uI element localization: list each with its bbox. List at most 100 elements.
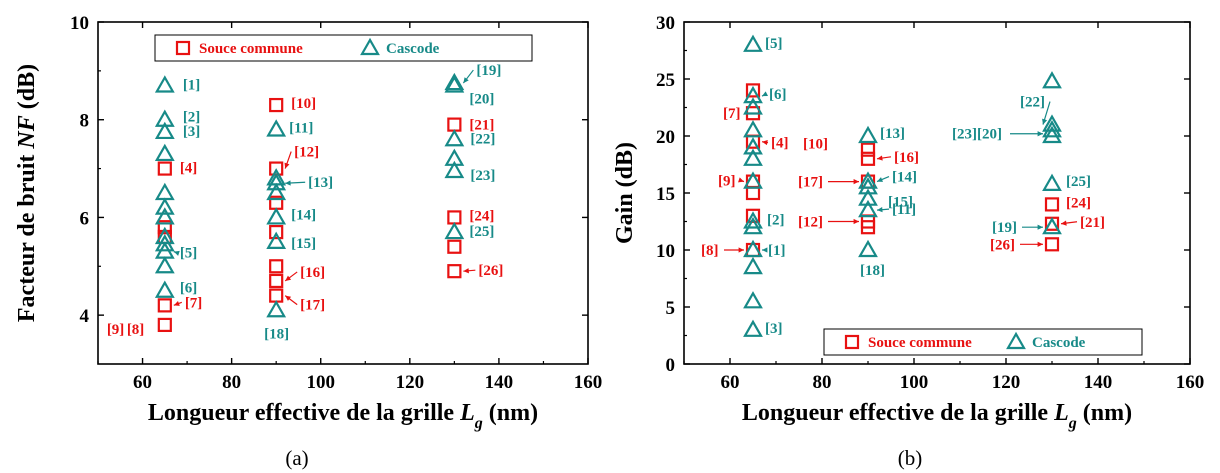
data-point-souce-commune [1044, 197, 1060, 212]
annotation-label: [5] [180, 246, 198, 262]
data-point-souce-commune [269, 259, 284, 274]
annotation-arrowhead [738, 247, 744, 253]
data-point-cascode [266, 300, 287, 318]
annotation-label: [25] [1066, 174, 1091, 190]
data-point-souce-commune [269, 288, 284, 303]
data-point-cascode [858, 171, 878, 189]
annotation-label: [8] [127, 322, 144, 338]
data-point-cascode [743, 239, 763, 258]
x-tick-label: 80 [813, 372, 832, 393]
y-tick-label: 10 [656, 241, 675, 262]
x-axis-label-end: (nm) [1077, 400, 1132, 426]
annotation-arrowhead [285, 275, 292, 281]
x-tick-label: 140 [485, 372, 514, 393]
annotation-label: [4] [771, 136, 789, 152]
y-tick-label: 10 [70, 13, 89, 34]
x-axis-label-sub: g [1068, 415, 1077, 432]
data-point-cascode [444, 221, 465, 240]
annotation-label: [20] [469, 92, 494, 108]
y-tick-label: 20 [656, 127, 675, 148]
x-axis-label: Longueur effective de la grille Lg (nm) [148, 400, 538, 432]
data-point-souce-commune [269, 97, 284, 113]
data-point-cascode [1042, 114, 1062, 132]
data-point-cascode [154, 143, 175, 162]
annotation-label: [10] [803, 137, 828, 153]
data-point-cascode [743, 137, 763, 155]
legend-box [154, 34, 533, 62]
annotation-label: [3] [765, 321, 783, 337]
legend-square-marker [844, 334, 860, 350]
y-axis-label-end: (dB) [14, 64, 40, 115]
annotation-label: [15] [888, 195, 913, 211]
data-point-cascode [743, 97, 763, 115]
annotation-label: [12] [798, 215, 823, 231]
data-point-cascode [266, 173, 287, 191]
y-tick-label: 4 [80, 306, 90, 327]
annotation-label: [21] [469, 118, 494, 134]
annotation-arrowhead [877, 207, 883, 213]
y-tick-label: 8 [80, 111, 90, 132]
y-axis-label: Facteur de bruit NF (dB) [14, 64, 40, 322]
annotation-arrowhead [285, 180, 291, 186]
chart-panel-a: 60 80 100 120 140 160 4 6 8 10 Longueur effective … [14, 13, 602, 470]
y-tick-label: 30 [656, 13, 675, 34]
annotation-arrowhead [853, 218, 859, 225]
annotation-arrowhead [1037, 224, 1043, 230]
annotation-label: [15] [291, 236, 316, 252]
data-point-cascode [743, 319, 763, 337]
data-point-cascode [154, 256, 175, 274]
data-point-cascode [154, 197, 175, 215]
annotation-label: [26] [478, 263, 503, 279]
annotation-label: [1] [183, 78, 201, 94]
x-tick-label: 160 [1176, 372, 1205, 393]
annotation-label: [18] [860, 263, 885, 279]
annotation-label: [21] [1080, 215, 1105, 231]
annotation-label: [9] [718, 174, 736, 190]
data-point-cascode [1042, 71, 1062, 89]
annotation-label: [23] [470, 168, 495, 184]
x-axis-label-sub: g [474, 415, 483, 432]
annotation-label: [16] [894, 150, 919, 166]
annotation-arrowhead [173, 250, 180, 256]
data-point-cascode [154, 75, 175, 93]
y-tick-label: 15 [656, 184, 675, 205]
data-point-cascode [444, 72, 465, 91]
y-axis-label-main: Facteur de bruit [14, 149, 40, 323]
annotation-arrowhead [762, 91, 768, 97]
annotation-arrowhead [284, 162, 290, 169]
legend-entry-souce-commune: Souce commune [868, 335, 972, 351]
data-point-cascode [266, 119, 287, 137]
y-axis-label-italic: NF [14, 115, 40, 149]
annotation-arrowhead [1037, 241, 1043, 247]
annotation-label: [17] [798, 175, 823, 191]
data-point-cascode [1042, 120, 1062, 138]
y-tick-label: 0 [666, 355, 676, 376]
annotation-label: [22] [470, 131, 495, 147]
annotation-arrowhead [285, 295, 292, 301]
annotation-label: [14] [291, 207, 316, 223]
legend-triangle-marker [1006, 331, 1026, 350]
x-tick-label: 100 [306, 372, 335, 393]
annotation-label: [14] [892, 170, 917, 186]
y-axis-label: Gain (dB) [612, 142, 638, 244]
panel-caption: (a) [285, 446, 308, 470]
annotation-label: [13] [308, 175, 333, 191]
data-point-souce-commune [860, 220, 876, 235]
annotation-label: [26] [990, 237, 1015, 253]
data-point-cascode [154, 182, 175, 201]
annotation-arrowhead [1037, 131, 1043, 137]
x-tick-label: 120 [992, 372, 1021, 393]
data-point-souce-commune [745, 185, 761, 201]
annotation-label: [3] [183, 124, 201, 140]
x-tick-label: 60 [133, 372, 152, 393]
data-point-cascode [444, 75, 465, 93]
legend-triangle-marker [360, 37, 380, 56]
annotation-label: [11] [289, 120, 313, 136]
data-point-cascode [858, 177, 878, 195]
annotation-label: [16] [300, 265, 325, 281]
data-point-souce-commune [1044, 237, 1060, 252]
y-tick-label: 6 [80, 208, 90, 229]
data-point-souce-commune [447, 117, 462, 132]
y-tick-label: 25 [656, 70, 675, 91]
legend-entry-cascode: Cascode [1032, 335, 1086, 351]
